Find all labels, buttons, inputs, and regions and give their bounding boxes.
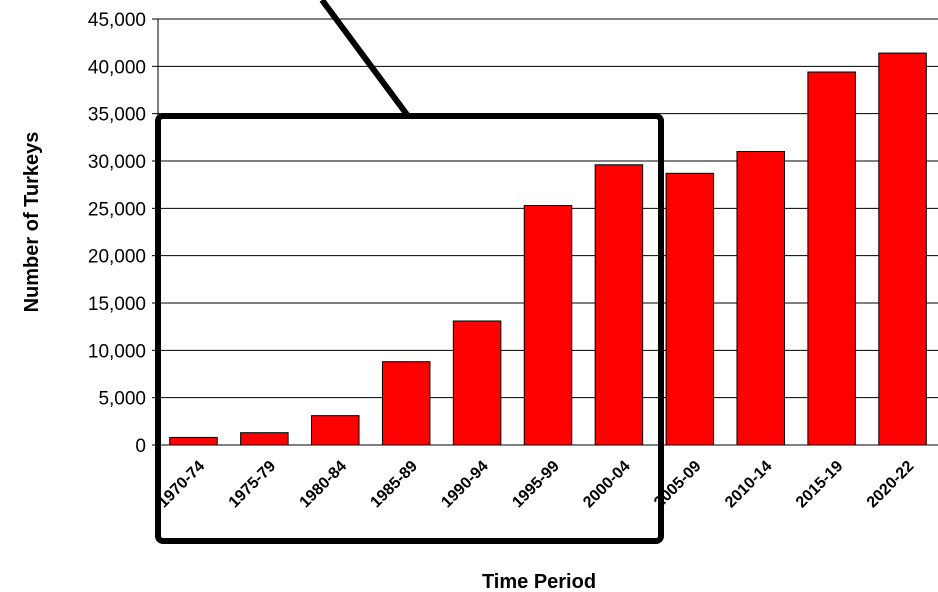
callout-annotation	[155, 0, 664, 544]
x-axis-ticks: 1970-74 1975-79 1980-84 1985-89 1990-94 1995-…	[155, 458, 918, 512]
bar-2005-09	[665, 172, 715, 446]
y-axis-ticks: 0 5,000 10,000 15,000 20,000 25,000 30,000 35,0…	[88, 10, 158, 457]
x-tick-label: 2000-04	[580, 458, 634, 512]
bar-2015-19	[807, 71, 856, 446]
y-tick-label: 35,000	[88, 105, 146, 126]
y-tick-label: 40,000	[88, 57, 146, 78]
y-tick-label: 10,000	[88, 341, 146, 362]
bar-2020-22	[878, 52, 927, 446]
x-axis-title: Time Period	[482, 571, 596, 592]
bar-2000-04	[594, 164, 644, 446]
x-tick-label: 1995-99	[509, 458, 563, 512]
x-tick-label: 1975-79	[226, 458, 280, 512]
y-tick-label: 5,000	[98, 389, 146, 410]
bar-1970-74	[169, 436, 218, 446]
bar-1990-94	[452, 320, 502, 446]
bars	[169, 52, 927, 446]
bar-1980-84	[311, 415, 360, 446]
callout-pointer-line	[319, 0, 411, 118]
x-tick-label: 1985-89	[367, 458, 421, 512]
bar-1985-89	[381, 361, 431, 446]
x-tick-label: 2010-14	[722, 458, 776, 512]
y-tick-label: 45,000	[88, 10, 146, 31]
callout-box	[155, 113, 664, 544]
bar-2010-14	[736, 151, 785, 446]
x-tick-label: 2015-19	[793, 458, 847, 512]
x-tick-label: 1990-94	[438, 458, 492, 512]
y-tick-label: 15,000	[88, 294, 146, 315]
y-axis-title: Number of Turkeys	[21, 132, 43, 313]
bar-1995-99	[523, 204, 573, 446]
x-tick-label: 1970-74	[155, 458, 209, 512]
bar-1975-79	[240, 432, 289, 446]
x-tick-label: 2020-22	[864, 458, 918, 512]
y-tick-label: 30,000	[88, 152, 146, 173]
x-tick-label: 1980-84	[297, 458, 351, 512]
y-tick-label: 25,000	[88, 199, 146, 220]
y-tick-label: 0	[135, 436, 146, 457]
y-tick-label: 20,000	[88, 247, 146, 268]
